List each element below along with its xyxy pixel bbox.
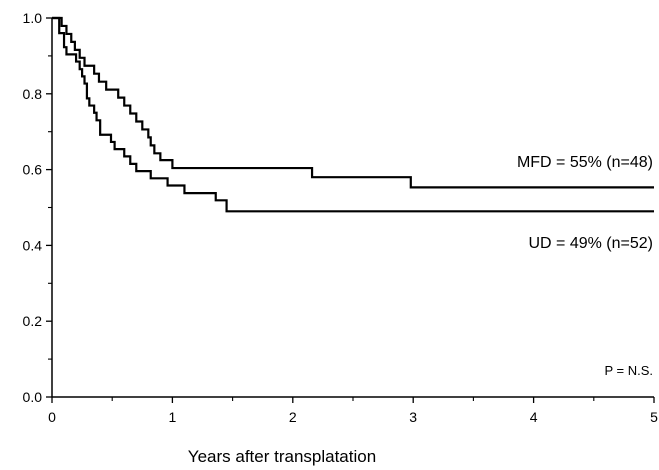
annotation-ud: UD = 49% (n=52) [528,235,653,252]
y-tick-label: 0.4 [23,237,43,253]
x-tick-label: 2 [289,409,297,425]
x-tick-label: 3 [409,409,417,425]
y-tick-label: 0.8 [23,86,43,102]
series-layer [52,16,654,213]
y-axis: 0.0 0.2 0.4 0.6 0.8 1.0 [23,10,53,405]
series-line-ud [52,16,654,213]
y-ticks: 0.0 0.2 0.4 0.6 0.8 1.0 [23,10,52,405]
annotation-mfd: MFD = 55% (n=48) [517,154,653,171]
y-tick-label: 1.0 [23,10,43,26]
annotation-p-value: P = N.S. [604,363,653,378]
x-axis-title: Years after transplatation [188,447,376,466]
y-tick-label: 0.2 [23,313,43,329]
y-tick-label: 0.0 [23,389,43,405]
series-line-mfd [52,16,654,189]
x-tick-label: 1 [169,409,177,425]
x-ticks: 0 1 2 3 4 5 [48,397,658,425]
x-tick-label: 0 [48,409,56,425]
y-tick-label: 0.6 [23,162,43,178]
x-tick-label: 4 [530,409,538,425]
x-axis: 0 1 2 3 4 5 [48,396,658,425]
x-tick-label: 5 [650,409,658,425]
